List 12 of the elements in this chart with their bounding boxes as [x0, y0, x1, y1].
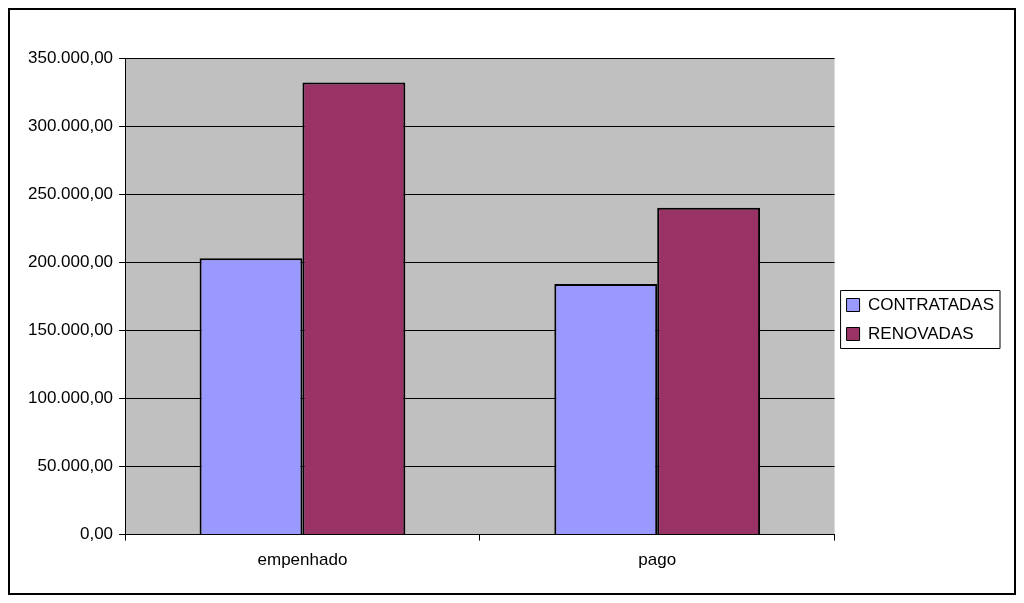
y-tick-label: 250.000,00 — [27, 183, 114, 203]
y-tick-label: 100.000,00 — [27, 388, 114, 408]
y-tick-label: 300.000,00 — [27, 115, 114, 135]
y-tick-label: 150.000,00 — [27, 320, 114, 340]
y-tick-label: 0,00 — [79, 524, 114, 544]
x-tick-label: pago — [638, 550, 677, 570]
y-tick-label: 200.000,00 — [27, 251, 114, 271]
legend-label: RENOVADAS — [868, 323, 974, 343]
y-tick-label: 350.000,00 — [27, 47, 114, 67]
legend-label: CONTRATADAS — [868, 294, 995, 314]
y-tick-label: 50.000,00 — [37, 456, 114, 476]
x-tick-label: empenhado — [257, 550, 348, 570]
